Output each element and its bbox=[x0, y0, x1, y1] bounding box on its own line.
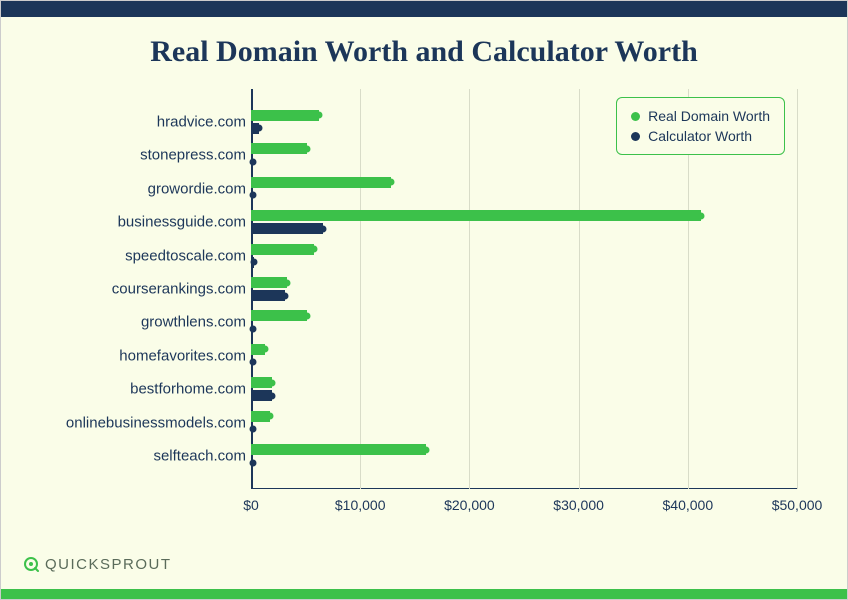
brand-text: QUICKSPROUT bbox=[45, 556, 172, 573]
x-axis-line bbox=[251, 488, 797, 490]
bar-real bbox=[251, 143, 307, 154]
bar-real bbox=[251, 210, 701, 221]
bar-end-dot bbox=[250, 158, 257, 165]
brand-logo-icon bbox=[23, 556, 39, 572]
bar-end-dot bbox=[250, 325, 257, 332]
gridline bbox=[797, 89, 798, 489]
bar-calc bbox=[251, 223, 323, 234]
bar-end-dot bbox=[284, 279, 291, 286]
bar-end-dot bbox=[268, 392, 275, 399]
bar-end-dot bbox=[266, 413, 273, 420]
bar-end-dot bbox=[387, 179, 394, 186]
chart: hradvice.com stonepress.com growordie.com b… bbox=[51, 89, 797, 529]
bar-end-dot bbox=[255, 125, 262, 132]
x-tick-label: $40,000 bbox=[662, 497, 713, 513]
category-row: selfteach.com bbox=[51, 448, 246, 465]
bar-end-dot bbox=[697, 212, 704, 219]
y-axis-label: stonepress.com bbox=[140, 147, 246, 164]
brand: QUICKSPROUT bbox=[23, 556, 172, 573]
chart-title: Real Domain Worth and Calculator Worth bbox=[1, 17, 847, 79]
y-axis-label: hradvice.com bbox=[157, 113, 246, 130]
y-axis-label: selfteach.com bbox=[153, 448, 246, 465]
bar-real bbox=[251, 110, 319, 121]
category-row: onlinebusinessmodels.com bbox=[51, 414, 246, 431]
bar-end-dot bbox=[311, 246, 318, 253]
category-row: businessguide.com bbox=[51, 214, 246, 231]
x-tick-label: $10,000 bbox=[335, 497, 386, 513]
legend-dot-icon bbox=[631, 112, 640, 121]
legend-dot-icon bbox=[631, 132, 640, 141]
y-axis-label: courserankings.com bbox=[112, 281, 246, 298]
x-tick-label: $20,000 bbox=[444, 497, 495, 513]
gridline bbox=[360, 89, 361, 489]
y-axis-label: businessguide.com bbox=[118, 214, 246, 231]
bar-end-dot bbox=[303, 312, 310, 319]
bar-real bbox=[251, 244, 314, 255]
y-axis-label: speedtoscale.com bbox=[125, 247, 246, 264]
bar-end-dot bbox=[315, 112, 322, 119]
chart-frame: Real Domain Worth and Calculator Worth h… bbox=[0, 0, 848, 600]
chart-container: hradvice.com stonepress.com growordie.com b… bbox=[1, 79, 847, 539]
legend-item-real: Real Domain Worth bbox=[631, 106, 770, 126]
category-row: courserankings.com bbox=[51, 281, 246, 298]
category-row: growthlens.com bbox=[51, 314, 246, 331]
bar-end-dot bbox=[250, 426, 257, 433]
gridline bbox=[469, 89, 470, 489]
category-row: growordie.com bbox=[51, 180, 246, 197]
bottom-bar bbox=[1, 589, 847, 599]
legend-item-calc: Calculator Worth bbox=[631, 126, 770, 146]
y-axis-label: growthlens.com bbox=[141, 314, 246, 331]
bar-end-dot bbox=[422, 446, 429, 453]
y-axis-label: onlinebusinessmodels.com bbox=[66, 414, 246, 431]
top-bar bbox=[1, 1, 847, 17]
bar-end-dot bbox=[250, 192, 257, 199]
category-row: homefavorites.com bbox=[51, 347, 246, 364]
category-row: bestforhome.com bbox=[51, 381, 246, 398]
y-axis-label: bestforhome.com bbox=[130, 381, 246, 398]
category-row: hradvice.com bbox=[51, 113, 246, 130]
bar-end-dot bbox=[251, 259, 258, 266]
bar-end-dot bbox=[281, 292, 288, 299]
bar-real bbox=[251, 277, 287, 288]
legend: Real Domain Worth Calculator Worth bbox=[616, 97, 785, 155]
bar-end-dot bbox=[320, 225, 327, 232]
bar-end-dot bbox=[303, 145, 310, 152]
gridline bbox=[579, 89, 580, 489]
category-row: stonepress.com bbox=[51, 147, 246, 164]
x-tick-label: $30,000 bbox=[553, 497, 604, 513]
bar-real bbox=[251, 444, 426, 455]
bar-real bbox=[251, 310, 307, 321]
category-row: speedtoscale.com bbox=[51, 247, 246, 264]
legend-label-real: Real Domain Worth bbox=[648, 108, 770, 124]
bar-calc bbox=[251, 290, 285, 301]
y-axis-label: homefavorites.com bbox=[119, 347, 246, 364]
bar-end-dot bbox=[250, 359, 257, 366]
bar-end-dot bbox=[262, 346, 269, 353]
bar-end-dot bbox=[250, 459, 257, 466]
y-axis-labels: hradvice.com stonepress.com growordie.com b… bbox=[51, 89, 246, 489]
bar-end-dot bbox=[268, 379, 275, 386]
y-axis-label: growordie.com bbox=[148, 180, 246, 197]
x-tick-label: $50,000 bbox=[772, 497, 823, 513]
footer: QUICKSPROUT bbox=[1, 539, 847, 589]
x-tick-label: $0 bbox=[243, 497, 259, 513]
bar-real bbox=[251, 177, 391, 188]
legend-label-calc: Calculator Worth bbox=[648, 128, 752, 144]
